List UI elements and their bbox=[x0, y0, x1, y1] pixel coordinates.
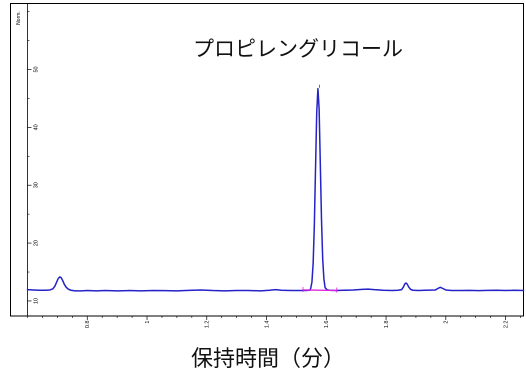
axis-ticks: 0.8 1 1.2 1.4 1.6 1.8 2 2.2 10 20 30 40 50 bbox=[27, 11, 521, 329]
x-axis-label: 保持時間（分） bbox=[191, 347, 345, 372]
x-tick-label: 1.8 bbox=[384, 321, 390, 329]
x-tick-label: 1.6 bbox=[324, 321, 330, 329]
y-tick-label: 20 bbox=[34, 240, 40, 246]
x-tick-label: 1 bbox=[145, 321, 151, 324]
x-tick-label: 1.2 bbox=[205, 321, 211, 329]
plot-frame bbox=[10, 3, 524, 317]
x-tick-label: 0.8 bbox=[85, 321, 91, 329]
y-axis-label: Norm. bbox=[16, 11, 22, 25]
series-line bbox=[26, 87, 525, 292]
x-tick-label: 2 bbox=[444, 321, 450, 324]
integration-baseline bbox=[302, 289, 337, 292]
y-tick-label: 50 bbox=[34, 66, 40, 72]
series-layer bbox=[26, 84, 525, 293]
x-tick-label: 2.2 bbox=[503, 321, 509, 329]
y-tick-label: 30 bbox=[34, 182, 40, 188]
x-tick-label: 1.4 bbox=[264, 321, 270, 329]
y-tick-label: 40 bbox=[34, 124, 40, 130]
y-tick-label: 10 bbox=[34, 298, 40, 304]
chart-title: プロピレングリコール bbox=[193, 37, 403, 61]
